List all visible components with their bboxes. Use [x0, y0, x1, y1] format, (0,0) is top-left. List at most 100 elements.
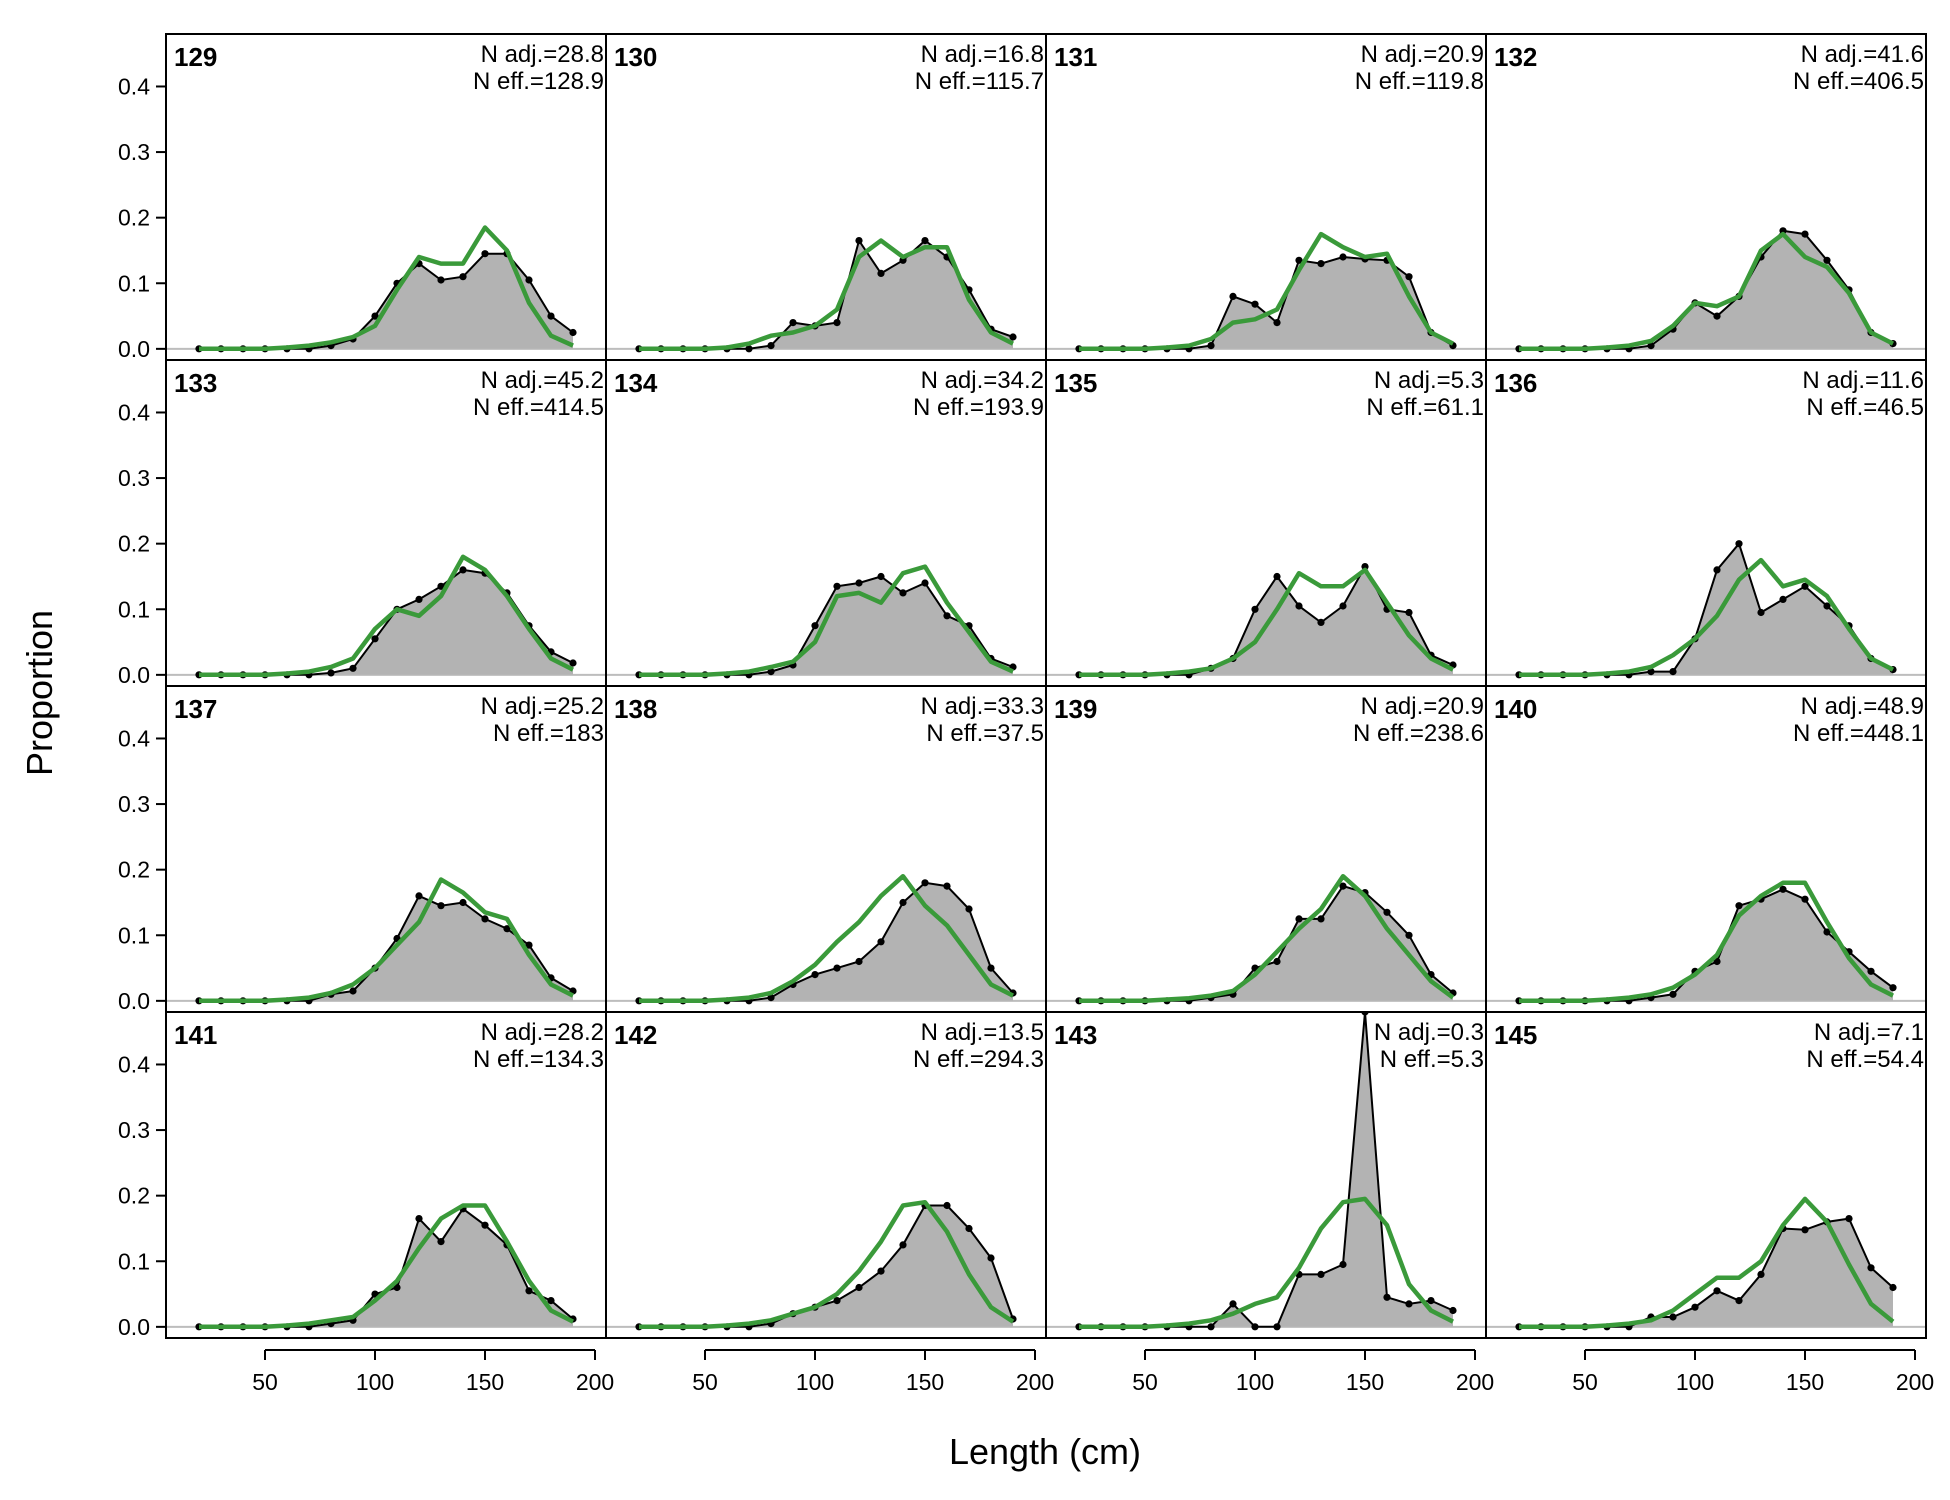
panel-138: 138 N adj.=33.3N eff.=37.5	[605, 685, 1047, 1013]
observed-point	[1845, 1215, 1853, 1223]
x-tick-label: 150	[1346, 1369, 1384, 1395]
observed-point	[1779, 227, 1787, 235]
observed-point	[1273, 957, 1281, 966]
observed-point	[415, 892, 423, 900]
panel-id-label: 137	[174, 694, 217, 724]
observed-point	[1317, 1270, 1325, 1278]
observed-point	[1405, 1300, 1413, 1308]
observed-area	[1079, 257, 1453, 349]
observed-point	[1361, 563, 1369, 571]
panel-id-label: 134	[614, 368, 658, 398]
panel-141: 141 N adj.=28.2N eff.=134.3	[165, 1011, 607, 1339]
observed-point	[1317, 915, 1325, 923]
observed-point	[767, 994, 775, 1002]
observed-point	[1889, 984, 1897, 992]
observed-point	[371, 635, 379, 643]
panel-plot-area	[1486, 227, 1926, 353]
observed-point	[921, 237, 929, 245]
n-adj-label: N adj.=28.8	[481, 41, 604, 68]
observed-point	[1009, 333, 1017, 341]
observed-point	[569, 659, 577, 667]
observed-point	[811, 622, 819, 630]
observed-point	[1339, 882, 1347, 890]
observed-area	[199, 895, 573, 1001]
expected-line	[199, 554, 575, 678]
observed-point	[1779, 595, 1787, 604]
observed-point	[393, 1283, 401, 1292]
x-axis-col-4: 50 100 150 200	[1572, 1349, 1934, 1395]
observed-point	[1339, 1260, 1347, 1269]
y-axis-row-4: 0.0 0.1 0.2 0.3 0.4	[118, 1051, 166, 1340]
x-tick-label: 200	[1016, 1369, 1054, 1395]
x-tick-label: 50	[1132, 1369, 1158, 1395]
observed-point	[1647, 342, 1655, 350]
y-tick-label: 0.1	[118, 1248, 150, 1274]
n-eff-label: N eff.=54.4	[1806, 1046, 1924, 1073]
n-adj-label: N adj.=25.2	[481, 693, 604, 720]
observed-point	[1229, 1300, 1237, 1308]
n-adj-label: N adj.=41.6	[1801, 41, 1924, 68]
observed-point	[811, 971, 819, 979]
observed-point	[899, 589, 907, 597]
expected-line	[639, 1199, 1015, 1330]
y-tick-label: 0.3	[118, 139, 150, 165]
observed-point	[1383, 1293, 1391, 1301]
observed-point	[855, 1283, 863, 1292]
observed-point	[833, 964, 841, 972]
observed-point	[371, 1290, 379, 1298]
panel-plot-area	[1046, 873, 1486, 1005]
observed-point	[1405, 931, 1413, 939]
observed-point	[1801, 1226, 1809, 1234]
observed-point	[1295, 602, 1303, 610]
observed-point	[415, 1215, 423, 1223]
panel-132: 132 N adj.=41.6N eff.=406.5	[1485, 33, 1927, 361]
observed-point	[1735, 540, 1743, 548]
y-tick-label: 0.4	[118, 73, 150, 99]
observed-point	[877, 572, 885, 581]
observed-point	[855, 579, 863, 587]
x-axis-title: Length (cm)	[949, 1431, 1141, 1472]
x-axis-col-1: 50 100 150 200	[252, 1349, 614, 1395]
observed-point	[437, 276, 445, 284]
n-adj-label: N adj.=11.6	[1802, 367, 1924, 394]
panel-plot-area	[606, 873, 1046, 1005]
x-tick-label: 100	[796, 1369, 834, 1395]
n-eff-label: N eff.=238.6	[1353, 720, 1484, 747]
panel-id-label: 133	[174, 368, 217, 398]
observed-point	[1383, 908, 1391, 916]
n-eff-label: N eff.=37.5	[926, 720, 1044, 747]
observed-point	[1427, 1297, 1435, 1305]
panel-plot-area	[606, 237, 1046, 353]
y-tick-label: 0.0	[118, 336, 150, 362]
x-tick-label: 200	[576, 1369, 614, 1395]
y-axis-row-1: 0.0 0.1 0.2 0.3 0.4	[118, 73, 166, 362]
panel-border	[1485, 1011, 1927, 1339]
observed-point	[1669, 990, 1677, 998]
panel-plot-area	[1046, 563, 1486, 679]
y-tick-label: 0.4	[118, 1051, 150, 1077]
y-tick-label: 0.4	[118, 399, 150, 425]
panel-plot-area	[166, 225, 606, 353]
observed-point	[921, 579, 929, 587]
observed-point	[1229, 292, 1237, 300]
panel-plot-area	[1046, 231, 1486, 353]
y-tick-label: 0.3	[118, 1117, 150, 1143]
observed-point	[1823, 602, 1831, 610]
observed-point	[1207, 1323, 1215, 1331]
observed-point	[1251, 1323, 1259, 1331]
expected-line	[639, 238, 1015, 352]
observed-point	[437, 902, 445, 910]
observed-point	[877, 1267, 885, 1275]
panel-139: 139 N adj.=20.9N eff.=238.6	[1045, 685, 1487, 1013]
observed-point	[965, 1224, 973, 1233]
x-tick-label: 100	[356, 1369, 394, 1395]
expected-line	[1519, 231, 1895, 352]
observed-point	[547, 1297, 555, 1305]
observed-point	[987, 964, 995, 972]
y-tick-label: 0.2	[118, 857, 150, 883]
x-tick-label: 100	[1236, 1369, 1274, 1395]
observed-point	[1207, 342, 1215, 350]
observed-point	[1251, 605, 1259, 613]
observed-area	[1079, 1012, 1453, 1327]
